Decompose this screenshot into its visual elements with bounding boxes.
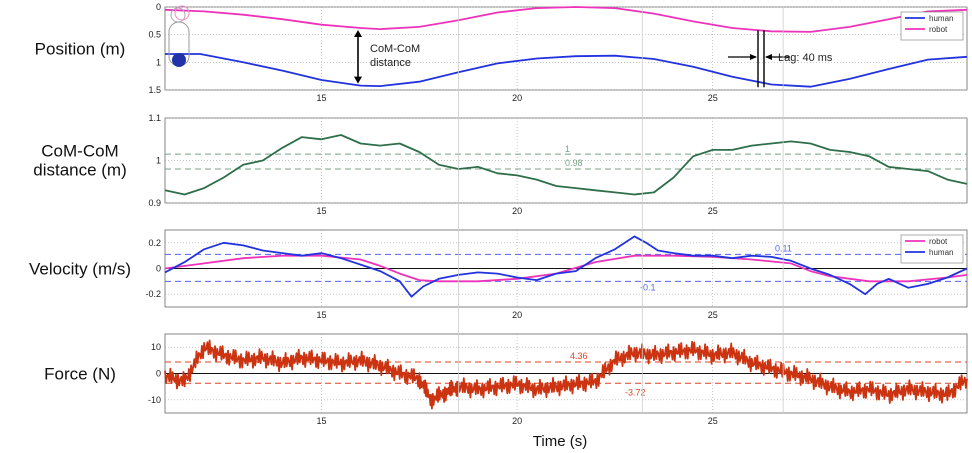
y-axis-label-line2: distance (m) xyxy=(33,161,127,180)
x-axis-label: Time (s) xyxy=(533,433,587,450)
y-tick-label: 1 xyxy=(156,156,161,166)
position-annotations: CoM-CoM distance Lag: 40 ms xyxy=(354,30,833,88)
reference-label: 1 xyxy=(565,144,570,154)
arrowhead-up xyxy=(354,30,362,38)
y-tick-label: 0.5 xyxy=(148,30,161,40)
figure-pictogram xyxy=(168,5,190,67)
panel-4: 15 20 25 -10 0 10 Force (N) 4.36 -3.72 xyxy=(44,333,968,426)
x-tick-label: 15 xyxy=(316,206,326,216)
legend-entry: human xyxy=(929,248,953,257)
pictogram-head-front xyxy=(174,5,190,21)
series-line-trace xyxy=(164,134,968,196)
annotation-lag: Lag: 40 ms xyxy=(778,52,833,64)
annotation-comcom-line1: CoM-CoM xyxy=(370,43,420,55)
y-tick-label: -10 xyxy=(148,395,161,405)
y-axis-label: Position (m) xyxy=(35,40,126,59)
y-tick-label: 1 xyxy=(156,57,161,67)
reference-label: 4.36 xyxy=(570,351,588,361)
lag-arrowhead-left xyxy=(750,54,757,60)
y-axis-label: Velocity (m/s) xyxy=(29,260,131,279)
reference-label: -3.72 xyxy=(625,387,646,397)
y-axis-label: Force (N) xyxy=(44,365,116,384)
x-tick-label: 15 xyxy=(316,310,326,320)
x-tick-label: 20 xyxy=(512,206,522,216)
y-tick-label: -0.2 xyxy=(145,289,161,299)
y-tick-label: 1.1 xyxy=(148,113,161,123)
series-line-human xyxy=(165,53,968,88)
legend-box xyxy=(900,11,964,41)
panel-1: 15 20 25 0 0.5 1 1.5 Position (m) human robot xyxy=(35,2,968,103)
reference-label: 0.98 xyxy=(565,158,583,168)
y-tick-label: 0.2 xyxy=(148,238,161,248)
y-tick-label: 10 xyxy=(151,342,161,352)
lag-arrowhead-right xyxy=(765,54,772,60)
x-tick-label: 25 xyxy=(708,93,718,103)
y-tick-label: 0 xyxy=(156,264,161,274)
x-tick-label: 20 xyxy=(512,310,522,320)
annotation-comcom-line2: distance xyxy=(370,57,411,69)
legend-entry: robot xyxy=(929,25,948,34)
arrowhead-down xyxy=(354,76,362,84)
y-tick-label: 1.5 xyxy=(148,85,161,95)
legend-entry: robot xyxy=(929,237,948,246)
x-tick-label: 20 xyxy=(512,93,522,103)
series-line-trace xyxy=(164,339,968,410)
x-tick-label: 15 xyxy=(316,93,326,103)
legend-entry: human xyxy=(929,14,953,23)
pictogram-base xyxy=(172,53,186,67)
reference-label: -0.1 xyxy=(640,282,656,292)
x-tick-label: 20 xyxy=(512,416,522,426)
series-line-robot xyxy=(164,6,968,33)
x-tick-label: 15 xyxy=(316,416,326,426)
legend-box xyxy=(900,234,964,264)
y-tick-label: 0 xyxy=(156,369,161,379)
y-axis-label-line1: CoM-CoM xyxy=(41,142,118,161)
x-tick-label: 25 xyxy=(708,206,718,216)
y-tick-label: 0 xyxy=(156,2,161,12)
legend: human robot xyxy=(900,11,964,41)
x-tick-label: 25 xyxy=(708,416,718,426)
series-line-human xyxy=(164,235,968,298)
legend: robot human xyxy=(900,234,964,264)
x-tick-label: 25 xyxy=(708,310,718,320)
y-tick-label: 0.9 xyxy=(148,198,161,208)
